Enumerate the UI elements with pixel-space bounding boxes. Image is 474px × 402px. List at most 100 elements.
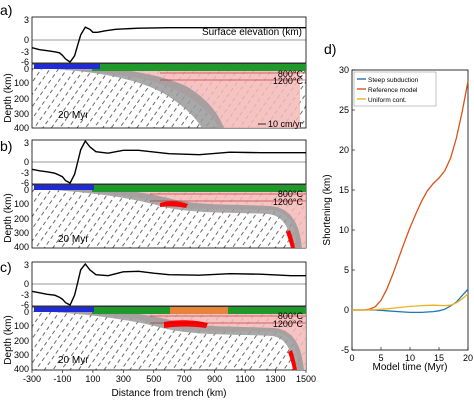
isotherm-1200-a: 1200°C: [273, 76, 304, 86]
x-tick-label: 15: [434, 353, 444, 363]
elev-tick: -3: [21, 168, 29, 178]
elevation-ticks-b: 3 0 -3 -6: [21, 138, 29, 188]
x-tick-label: 10: [405, 353, 415, 363]
panel-label-b: b): [0, 138, 12, 154]
elev-tick: -3: [21, 290, 29, 300]
y-tick-label: 25: [339, 105, 349, 115]
depth-tick: 200: [14, 336, 29, 346]
elev-tick: -6: [21, 57, 29, 67]
thermal-halo-b: [60, 190, 306, 248]
isotherm-800-c: 800°C: [278, 311, 304, 321]
distance-tick-label: 500: [146, 374, 161, 384]
distance-tick-label: 1300: [266, 374, 286, 384]
depth-section-b: 800°C 1200°C 20 Myr 0 100 200 300 400: [14, 184, 307, 252]
distance-tick-label: 300: [116, 374, 131, 384]
elevation-line-b: [31, 139, 306, 184]
depth-tick: 300: [14, 228, 29, 238]
weak-zone-b: [160, 201, 188, 208]
panel-label-d: d): [324, 41, 336, 57]
elev-tick: -3: [21, 47, 29, 57]
shortening-x-ticks: 0 5 10 15 20: [349, 347, 473, 363]
x-tick-label: 0: [349, 353, 354, 363]
legend-label-steep: Steep subduction: [368, 77, 419, 84]
ocean-plate-c: [34, 307, 94, 312]
x-tick-label: 5: [378, 353, 383, 363]
depth-tick: 100: [14, 78, 29, 88]
depth-section-c: 800°C 1200°C 20 Myr 0 100 200 300 400: [14, 306, 307, 374]
orange-block-c: [170, 307, 228, 314]
continent-a: [92, 64, 306, 71]
shortening-y-label: Shortening (km): [322, 174, 333, 245]
shortening-series: [352, 81, 469, 314]
distance-tick-label: 1500: [296, 374, 316, 384]
depth-ticks-c: 0 100 200 300 400: [14, 307, 29, 374]
isotherm-1200-b: 1200°C: [273, 197, 304, 207]
depth-axis-label-a: Depth (km): [3, 73, 14, 122]
y-tick-label: 30: [339, 65, 349, 75]
thermal-halo-a: [60, 70, 300, 128]
depth-tick: 0: [24, 185, 29, 195]
isotherm-800-b: 800°C: [278, 189, 304, 199]
panel-label-a: a): [0, 2, 12, 18]
y-tick-label: 10: [339, 225, 349, 235]
depth-tick: 400: [14, 123, 29, 133]
depth-ticks-b: 0 100 200 300 400: [14, 185, 29, 252]
depth-section-a: 800°C 1200°C 20 Myr 10 cm/yr 0 100 200 3…: [14, 63, 307, 133]
elevation-plot-a: Surface elevation (km) 3 0 -3 -6: [21, 15, 307, 67]
elevation-plot-c: 3 0 -3 -6: [21, 260, 307, 310]
slab-a: [34, 64, 224, 128]
isotherm-800-a: 800°C: [278, 69, 304, 79]
shortening-x-label: Model time (Myr): [372, 362, 447, 373]
elevation-plot-b: 3 0 -3 -6: [21, 138, 307, 188]
time-label-a: 20 Myr: [58, 110, 89, 121]
elevation-ticks-a: 3 0 -3 -6: [21, 15, 29, 67]
depth-tick: 200: [14, 94, 29, 104]
legend-label-reference: Reference model: [368, 87, 418, 94]
weak-zone-c2: [288, 350, 297, 370]
legend: Steep subduction Reference model Uniform…: [353, 71, 437, 107]
time-label-b: 20 Myr: [58, 234, 89, 245]
depth-axis-label-b: Depth (km): [3, 193, 14, 242]
depth-axis-label-c: Depth (km): [3, 315, 14, 364]
elev-tick: 0: [24, 35, 29, 45]
y-tick-label: 15: [339, 185, 349, 195]
distance-tick-label: -300: [23, 374, 41, 384]
elev-tick: 0: [24, 157, 29, 167]
weak-zone-b2: [286, 230, 295, 248]
distance-axis-label: Distance from trench (km): [111, 388, 226, 399]
elevation-line-c: [31, 262, 306, 306]
panel-label-c: c): [0, 259, 12, 275]
depth-tick: 400: [14, 364, 29, 374]
series-line-uniform-cont-: [352, 293, 469, 311]
elevation-line-a: [31, 26, 306, 63]
depth-tick: 100: [14, 321, 29, 331]
isotherm-1200-c: 1200°C: [273, 319, 304, 329]
distance-ticks: -300 -100 100 300 500 700 900 1100 1300 1500: [23, 370, 316, 384]
distance-tick-label: 900: [207, 374, 222, 384]
depth-tick: 200: [14, 214, 29, 224]
depth-tick: 400: [14, 242, 29, 252]
y-tick-label: -5: [341, 345, 349, 355]
weak-zone-c: [164, 320, 208, 328]
velocity-scale-label: 10 cm/yr: [268, 119, 303, 129]
depth-tick: 300: [14, 109, 29, 119]
ocean-plate-b: [34, 185, 94, 190]
distance-tick-label: -100: [53, 374, 71, 384]
distance-tick-label: 1100: [235, 374, 254, 384]
elev-tick: -6: [21, 178, 29, 188]
ocean-plate-a: [34, 64, 100, 69]
elev-tick: 3: [24, 260, 29, 270]
depth-tick: 0: [24, 64, 29, 74]
y-tick-label: 20: [339, 145, 349, 155]
distance-tick-label: 100: [85, 374, 100, 384]
elev-tick: 3: [24, 15, 29, 25]
elevation-ticks-c: 3 0 -3 -6: [21, 260, 29, 310]
depth-tick: 0: [24, 307, 29, 317]
depth-tick: 300: [14, 350, 29, 360]
elevation-title: Surface elevation (km): [202, 27, 302, 38]
thermal-halo-c: [60, 312, 306, 370]
y-tick-label: 0: [344, 305, 349, 315]
elev-tick: 3: [24, 138, 29, 148]
